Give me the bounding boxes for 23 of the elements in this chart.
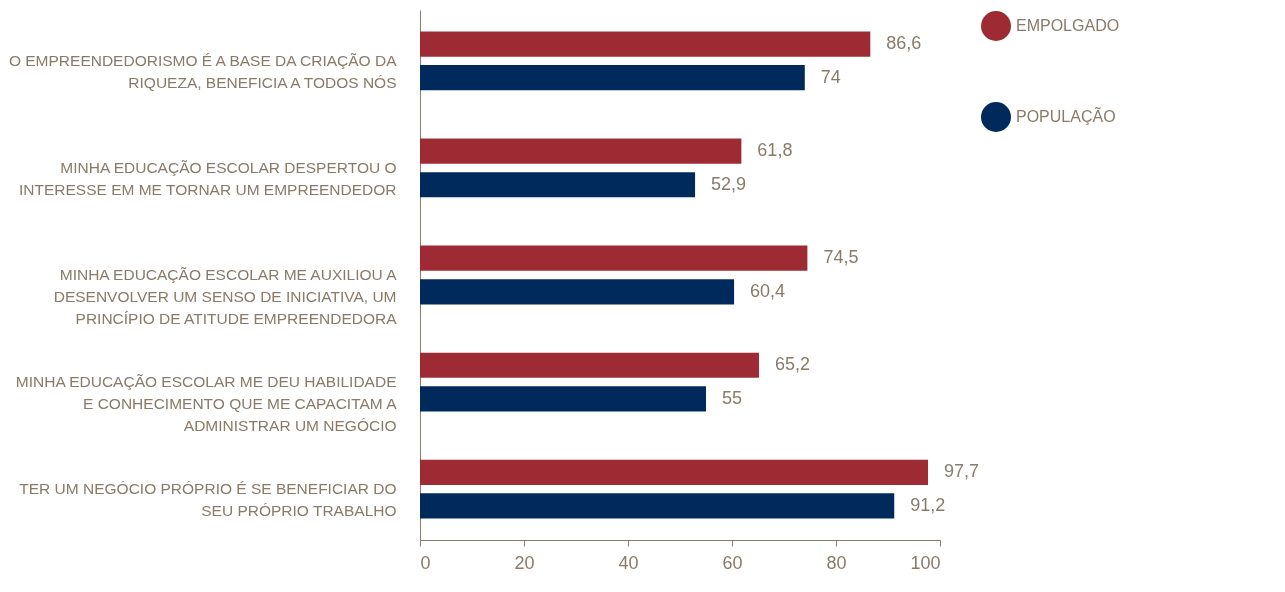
- x-tick-label: 0: [420, 552, 431, 573]
- x-tick-label: 60: [722, 552, 743, 573]
- x-tick-label: 80: [826, 552, 847, 573]
- data-label: 60,4: [750, 280, 786, 301]
- y-tick-label: MINHA EDUCAÇÃO ESCOLAR ME DEU HABILIDADE E CONHECIMENTO QUE ME CAPACITAM A ADMINISTRAR UM NEGÓCIO: [15, 373, 398, 435]
- x-tick-label: 100: [910, 552, 941, 573]
- y-tick-label: TER UM NEGÓCIO PRÓPRIO É SE BENEFICIAR DO SEU PRÓPRIO TRABALHO: [19, 480, 397, 520]
- x-tick-label: 40: [618, 552, 639, 573]
- data-label: 65,2: [775, 354, 811, 375]
- legend-label: POPULAÇÃO: [1016, 106, 1116, 125]
- y-tick-label: MINHA EDUCAÇÃO ESCOLAR DESPERTOU O INTERESSE EM ME TORNAR UM EMPREENDEDOR: [18, 158, 397, 198]
- y-tick-label: O EMPREENDEDORISMO É A BASE DA CRIAÇÃO DA RIQUEZA, BENEFICIA A TODOS NÓS: [8, 51, 398, 91]
- data-label: 74: [820, 66, 841, 87]
- data-label: 97,7: [944, 461, 980, 482]
- x-tick-label: 20: [514, 552, 535, 573]
- legend-label: EMPOLGADO: [1016, 17, 1120, 34]
- y-tick-label: MINHA EDUCAÇÃO ESCOLAR ME AUXILIOU A DESENVOLVER UM SENSO DE INICIATIVA, UM PRINCÍPIO DE ATITUDE EMPREENDEDORA: [53, 266, 398, 327]
- data-label: 91,2: [910, 494, 946, 515]
- data-label: 74,5: [823, 247, 859, 268]
- data-label: 61,8: [757, 140, 793, 161]
- data-label: 86,6: [886, 33, 922, 54]
- data-label: 52,9: [711, 173, 747, 194]
- data-label: 55: [722, 387, 743, 408]
